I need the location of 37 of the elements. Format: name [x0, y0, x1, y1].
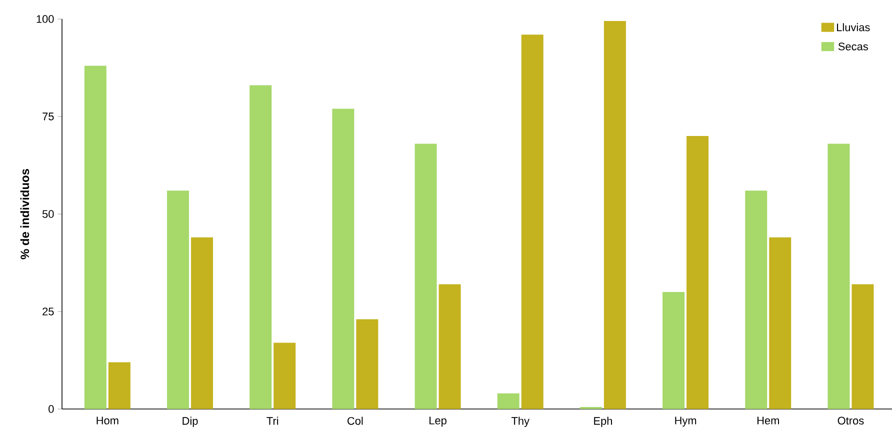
y-tick-label: 25: [42, 308, 54, 316]
y-tick-label: 50: [42, 210, 54, 218]
bar: [686, 136, 709, 409]
legend-label: Secas: [838, 42, 868, 50]
y-tick-label: 75: [42, 112, 54, 120]
bar: [356, 319, 378, 409]
bar: [497, 393, 520, 409]
bar: [167, 190, 190, 409]
x-tick-label: Hem: [757, 416, 779, 424]
bar: [745, 190, 768, 409]
bar: [769, 237, 792, 409]
bar: [108, 362, 130, 409]
x-tick-label: Col: [348, 416, 363, 425]
bar: [274, 342, 296, 409]
y-tick-label: 100: [36, 15, 54, 23]
x-tick-label: Hym: [675, 416, 696, 427]
bar: [521, 34, 544, 409]
x-tick-label: Dip: [182, 416, 198, 427]
bar: [438, 284, 461, 409]
x-tick-label: Tri: [266, 416, 278, 425]
bar: [250, 85, 272, 409]
x-tick-label: Lep: [430, 416, 446, 427]
y-tick-label: 0: [48, 405, 54, 413]
bar: [332, 108, 354, 409]
bar: [852, 284, 874, 409]
bar: [662, 292, 685, 409]
legend-label: Lluvias: [837, 23, 870, 32]
bar: [604, 20, 626, 409]
x-tick-label: Eph: [594, 416, 612, 427]
y-axis-title: % de individuos: [20, 168, 30, 260]
x-tick-label: Hom: [96, 416, 118, 424]
x-tick-label: Otros: [838, 416, 864, 425]
bar: [84, 66, 106, 409]
bar: [414, 144, 437, 409]
x-tick-label: Thy: [511, 416, 530, 427]
bar: [191, 237, 214, 409]
bar: [828, 144, 850, 409]
